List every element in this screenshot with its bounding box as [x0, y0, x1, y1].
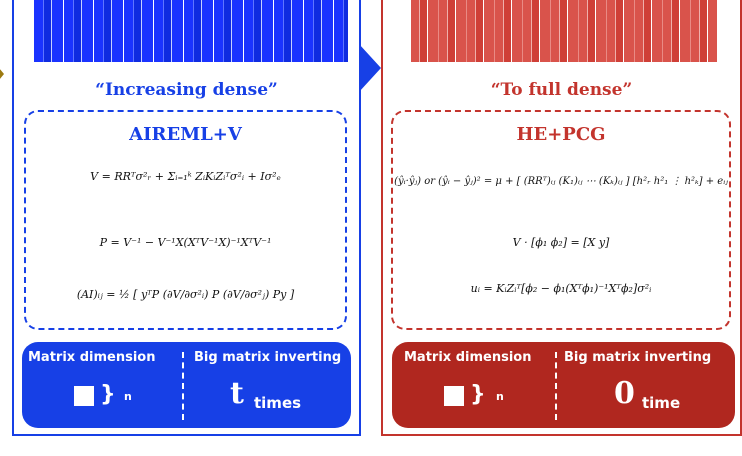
- equation-pcg: V · [ϕ₁ ϕ₂] = [X y]: [512, 236, 610, 249]
- method-title-hepcg: HE+PCG: [516, 124, 606, 145]
- bar-divider: [182, 352, 184, 420]
- equation-he: (ŷᵢ·ŷⱼ) or (ŷᵢ − ŷⱼ)² = μ + [ (RRᵀ)ᵢⱼ (K…: [394, 176, 728, 187]
- hepcg-method-box: HE+PCG (ŷᵢ·ŷⱼ) or (ŷᵢ − ŷⱼ)² = μ + [ (RR…: [391, 110, 731, 330]
- big-matrix-inverting-header: Big matrix inverting: [564, 350, 712, 365]
- big-matrix-inverting-header: Big matrix inverting: [194, 350, 342, 365]
- matrix-square-icon: [444, 386, 464, 406]
- airemlv-panel: “Increasing dense” AIREML+V V = RRᵀσ²ᵣ +…: [12, 0, 361, 436]
- airemlv-method-box: AIREML+V V = RRᵀσ²ᵣ + Σᵢ₌₁ᵏ ZᵢKᵢZᵢᵀσ²ᵢ +…: [24, 110, 347, 330]
- increasing-dense-subtitle: “Increasing dense”: [95, 80, 278, 100]
- brace-icon: }: [100, 382, 116, 407]
- matrix-dimension-header: Matrix dimension: [404, 350, 532, 365]
- right-arrow: [359, 44, 381, 92]
- hepcg-panel: “To full dense” HE+PCG (ŷᵢ·ŷⱼ) or (ŷᵢ − …: [381, 0, 742, 436]
- blue-dense-matrix-image: [34, 0, 348, 62]
- to-full-dense-subtitle: “To full dense”: [490, 80, 633, 100]
- inversion-count: t: [230, 376, 244, 411]
- inversion-unit: time: [642, 394, 681, 412]
- method-title-airemlv: AIREML+V: [129, 124, 242, 145]
- equation-ai: (AI)ᵢⱼ = ½ [ yᵀP (∂V/∂σ²ᵢ) P (∂V/∂σ²ⱼ) P…: [76, 288, 295, 301]
- complexity-bar-right: Matrix dimension Big matrix inverting } …: [392, 342, 735, 428]
- bar-divider: [555, 352, 557, 420]
- equation-u: uᵢ = KᵢZᵢᵀ[ϕ₂ − ϕ₁(Xᵀϕ₁)⁻¹Xᵀϕ₂]σ²ᵢ: [470, 282, 652, 295]
- matrix-dimension-header: Matrix dimension: [28, 350, 156, 365]
- brace-icon: }: [470, 382, 486, 407]
- equation-v: V = RRᵀσ²ᵣ + Σᵢ₌₁ᵏ ZᵢKᵢZᵢᵀσ²ᵢ + Iσ²ₑ: [90, 170, 281, 183]
- matrix-square-icon: [74, 386, 94, 406]
- equation-p: P = V⁻¹ − V⁻¹X(XᵀV⁻¹X)⁻¹XᵀV⁻¹: [99, 236, 272, 249]
- complexity-bar-left: Matrix dimension Big matrix inverting } …: [22, 342, 351, 428]
- red-full-dense-matrix-image: [411, 0, 717, 62]
- inversion-unit: times: [254, 394, 302, 412]
- dimension-n: n: [124, 390, 132, 403]
- inversion-count: 0: [614, 376, 635, 411]
- dimension-n: n: [496, 390, 504, 403]
- incoming-arrow: [0, 52, 4, 96]
